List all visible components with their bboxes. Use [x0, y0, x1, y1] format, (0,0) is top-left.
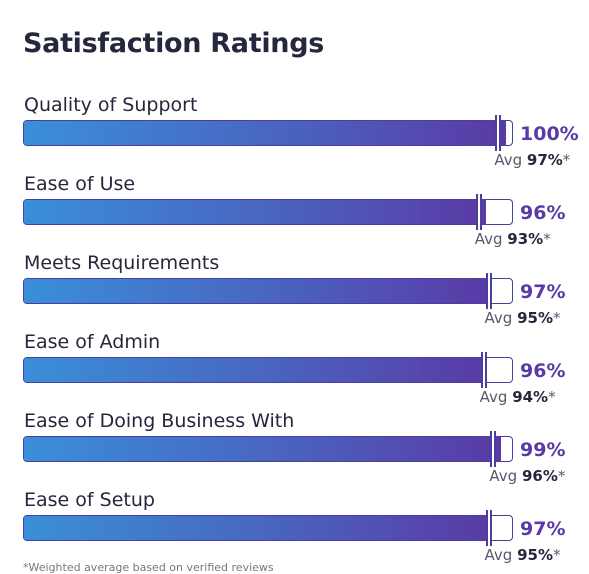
avg-label: Avg 96%* [489, 467, 565, 485]
avg-prefix: Avg [474, 230, 508, 248]
rating-row: Meets Requirements 97% Avg 95%* [0, 252, 589, 332]
avg-prefix: Avg [484, 309, 518, 327]
avg-label: Avg 95%* [485, 546, 561, 564]
avg-prefix: Avg [489, 467, 522, 485]
avg-value: 97% [526, 151, 563, 169]
rating-row: Ease of Admin 96% Avg 94%* [0, 331, 589, 411]
score-value: 99% [520, 439, 566, 461]
bar-track [23, 199, 513, 225]
bar-fill [24, 516, 492, 540]
chart-title: Satisfaction Ratings [23, 28, 324, 59]
rating-label: Ease of Admin [24, 331, 161, 353]
avg-suffix: * [543, 230, 551, 248]
avg-label: Avg 97%* [494, 151, 570, 169]
avg-marker [490, 431, 497, 467]
avg-value: 94% [512, 388, 549, 406]
bar-fill [24, 358, 487, 382]
rating-label: Meets Requirements [24, 252, 220, 274]
bar-fill [24, 279, 492, 303]
score-value: 97% [520, 281, 566, 303]
rating-label: Ease of Setup [24, 489, 155, 511]
avg-label: Avg 93%* [475, 230, 551, 248]
avg-prefix: Avg [479, 388, 513, 406]
avg-suffix: * [562, 151, 571, 169]
avg-label: Avg 95%* [485, 309, 561, 327]
rating-row: Quality of Support 100% Avg 97%* [0, 94, 589, 174]
avg-marker [475, 194, 482, 230]
footnote: *Weighted average based on verified revi… [23, 561, 274, 574]
score-value: 100% [520, 123, 579, 145]
avg-value: 96% [521, 467, 558, 485]
rating-row: Ease of Use 96% Avg 93%* [0, 173, 589, 253]
avg-suffix: * [548, 388, 556, 406]
rating-label: Ease of Doing Business With [24, 410, 295, 432]
bar-fill [24, 437, 502, 461]
bar-track [23, 436, 513, 462]
bar-track [23, 278, 513, 304]
avg-value: 95% [517, 546, 553, 564]
rating-row: Ease of Doing Business With 99% Avg 96%* [0, 410, 589, 490]
avg-suffix: * [553, 309, 561, 327]
avg-value: 95% [517, 309, 553, 327]
bar-fill [24, 121, 506, 145]
rating-row: Ease of Setup 97% Avg 95%* [0, 489, 589, 569]
bar-track [23, 120, 513, 146]
score-value: 96% [520, 360, 566, 382]
avg-prefix: Avg [484, 546, 518, 564]
score-value: 96% [520, 202, 566, 224]
avg-marker [485, 273, 492, 309]
avg-suffix: * [553, 546, 561, 564]
rating-label: Quality of Support [24, 94, 198, 116]
bar-track [23, 357, 513, 383]
avg-prefix: Avg [494, 151, 527, 169]
bar-track [23, 515, 513, 541]
rating-label: Ease of Use [24, 173, 136, 195]
avg-marker [480, 352, 487, 388]
avg-marker [495, 115, 502, 151]
score-value: 97% [520, 518, 566, 540]
avg-label: Avg 94%* [480, 388, 556, 406]
bar-fill [24, 200, 487, 224]
avg-marker [485, 510, 492, 546]
avg-suffix: * [557, 467, 566, 485]
avg-value: 93% [507, 230, 544, 248]
